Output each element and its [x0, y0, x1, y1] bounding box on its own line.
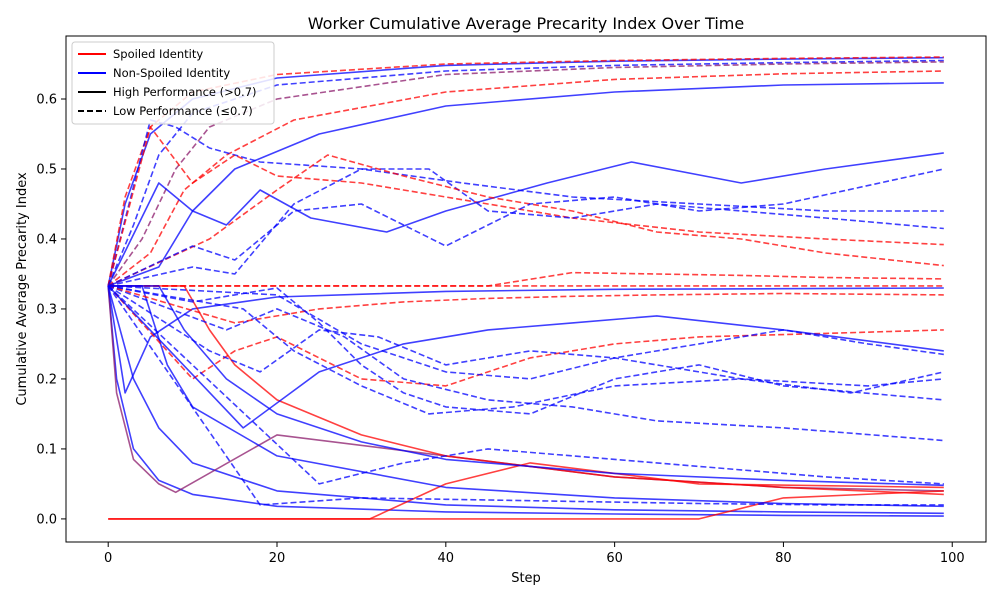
series-line-20: [108, 285, 944, 496]
series-line-31: [107, 285, 944, 485]
y-tick-label-2: 0.2: [36, 372, 57, 387]
series-line-4: [107, 70, 944, 287]
series-line-10: [107, 154, 944, 287]
x-tick-label-0: 0: [104, 551, 112, 566]
series-line-22: [108, 285, 944, 487]
x-tick-label-2: 40: [438, 551, 455, 566]
x-axis: 0 20 40 60 80 100: [104, 542, 965, 566]
series-line-30: [107, 285, 944, 429]
y-tick-label-1: 0.1: [36, 442, 57, 457]
series-line-11: [107, 168, 944, 287]
series-line-1: [107, 56, 944, 287]
series-line-18: [108, 462, 944, 520]
y-tick-label-0: 0.0: [36, 512, 57, 527]
y-axis-label: Cumulative Average Precarity Index: [15, 172, 30, 406]
series-line-29: [108, 285, 944, 380]
series-line-15: [107, 285, 944, 517]
series-line-28: [108, 285, 944, 415]
legend-label-non-spoiled: Non-Spoiled Identity: [113, 66, 230, 80]
x-tick-label-5: 100: [940, 551, 965, 566]
series-line-21: [108, 285, 944, 508]
series-line-14: [107, 285, 944, 515]
series-line-2: [107, 59, 944, 287]
series-line-5: [107, 82, 944, 287]
series-line-19: [108, 490, 944, 520]
series-line-25: [107, 285, 944, 387]
y-tick-label-5: 0.5: [36, 162, 57, 177]
y-tick-label-6: 0.6: [36, 92, 57, 107]
series-line-3: [107, 61, 944, 287]
y-tick-label-4: 0.4: [36, 232, 57, 247]
x-tick-label-3: 60: [606, 551, 623, 566]
legend: Spoiled Identity Non-Spoiled Identity Hi…: [71, 41, 275, 125]
x-tick-label-1: 20: [269, 551, 286, 566]
legend-label-low-performance: Low Performance (≤0.7): [113, 104, 253, 118]
series-line-23: [108, 285, 944, 415]
chart-title: Worker Cumulative Average Precarity Inde…: [308, 14, 744, 33]
y-axis: 0.0 0.1 0.2 0.3 0.4 0.5 0.6: [36, 92, 66, 527]
series-line-17: [107, 285, 944, 394]
x-axis-label: Step: [511, 571, 541, 586]
series-line-24: [107, 285, 944, 387]
series-line-32: [107, 285, 944, 506]
plot-frame: [65, 35, 987, 543]
legend-label-high-performance: High Performance (>0.7): [113, 85, 257, 99]
series-line-8: [107, 152, 944, 287]
legend-box: [71, 41, 275, 125]
y-tick-label-3: 0.3: [36, 302, 57, 317]
series-line-7: [107, 126, 944, 287]
x-tick-label-4: 80: [775, 551, 792, 566]
legend-label-spoiled: Spoiled Identity: [113, 47, 203, 61]
series-layer: [107, 56, 944, 520]
series-line-27: [107, 285, 944, 324]
series-line-9: [108, 168, 944, 287]
series-line-16: [107, 285, 944, 494]
series-line-6: [107, 119, 944, 287]
